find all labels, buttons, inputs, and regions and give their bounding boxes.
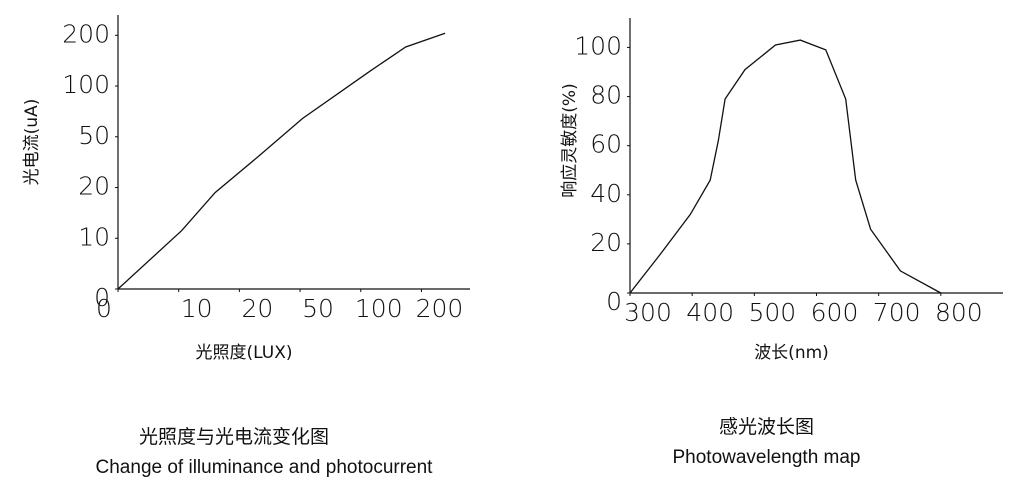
x-tick-label: 200 xyxy=(416,294,464,323)
y-tick-label: 100 xyxy=(574,31,622,60)
y-tick-label: 100 xyxy=(62,70,110,99)
x-axis-title: 波长(nm) xyxy=(754,343,829,363)
y-tick-label: 200 xyxy=(62,19,110,48)
y-tick-label: 0 xyxy=(94,283,110,312)
y-tick-label: 0 xyxy=(606,287,622,316)
y-tick-label: 20 xyxy=(78,172,110,201)
caption: 感光波长图 xyxy=(719,416,814,438)
x-tick-label: 500 xyxy=(748,298,796,327)
caption-en: Change of illuminance and photocurrent xyxy=(96,457,434,478)
y-tick-label: 80 xyxy=(590,81,622,110)
data-line xyxy=(629,39,942,294)
data-line xyxy=(117,32,446,290)
y-tick-label: 60 xyxy=(590,130,622,159)
x-tick-label: 800 xyxy=(935,298,983,327)
y-axis-title: 响应灵敏度(%) xyxy=(560,83,580,197)
x-tick-label: 300 xyxy=(624,298,672,327)
x-tick-label: 10 xyxy=(181,294,213,323)
x-axis-title: 光照度(LUX) xyxy=(196,343,293,363)
caption-en: Photowavelength map xyxy=(672,447,860,468)
x-tick-label: 0 xyxy=(96,294,112,323)
x-tick-label: 700 xyxy=(873,298,921,327)
y-tick-label: 50 xyxy=(78,121,110,150)
y-tick-label: 10 xyxy=(78,222,110,251)
caption: 光照度与光电流变化图 xyxy=(139,426,329,448)
x-tick-label: 600 xyxy=(811,298,859,327)
x-tick-label: 400 xyxy=(686,298,734,327)
x-tick-label: 20 xyxy=(241,294,273,323)
y-axis-title: 光电流(uA) xyxy=(22,99,42,186)
x-tick-label: 100 xyxy=(355,294,403,323)
y-tick-label: 40 xyxy=(590,179,622,208)
y-tick-label: 20 xyxy=(590,228,622,257)
x-tick-label: 50 xyxy=(302,294,334,323)
